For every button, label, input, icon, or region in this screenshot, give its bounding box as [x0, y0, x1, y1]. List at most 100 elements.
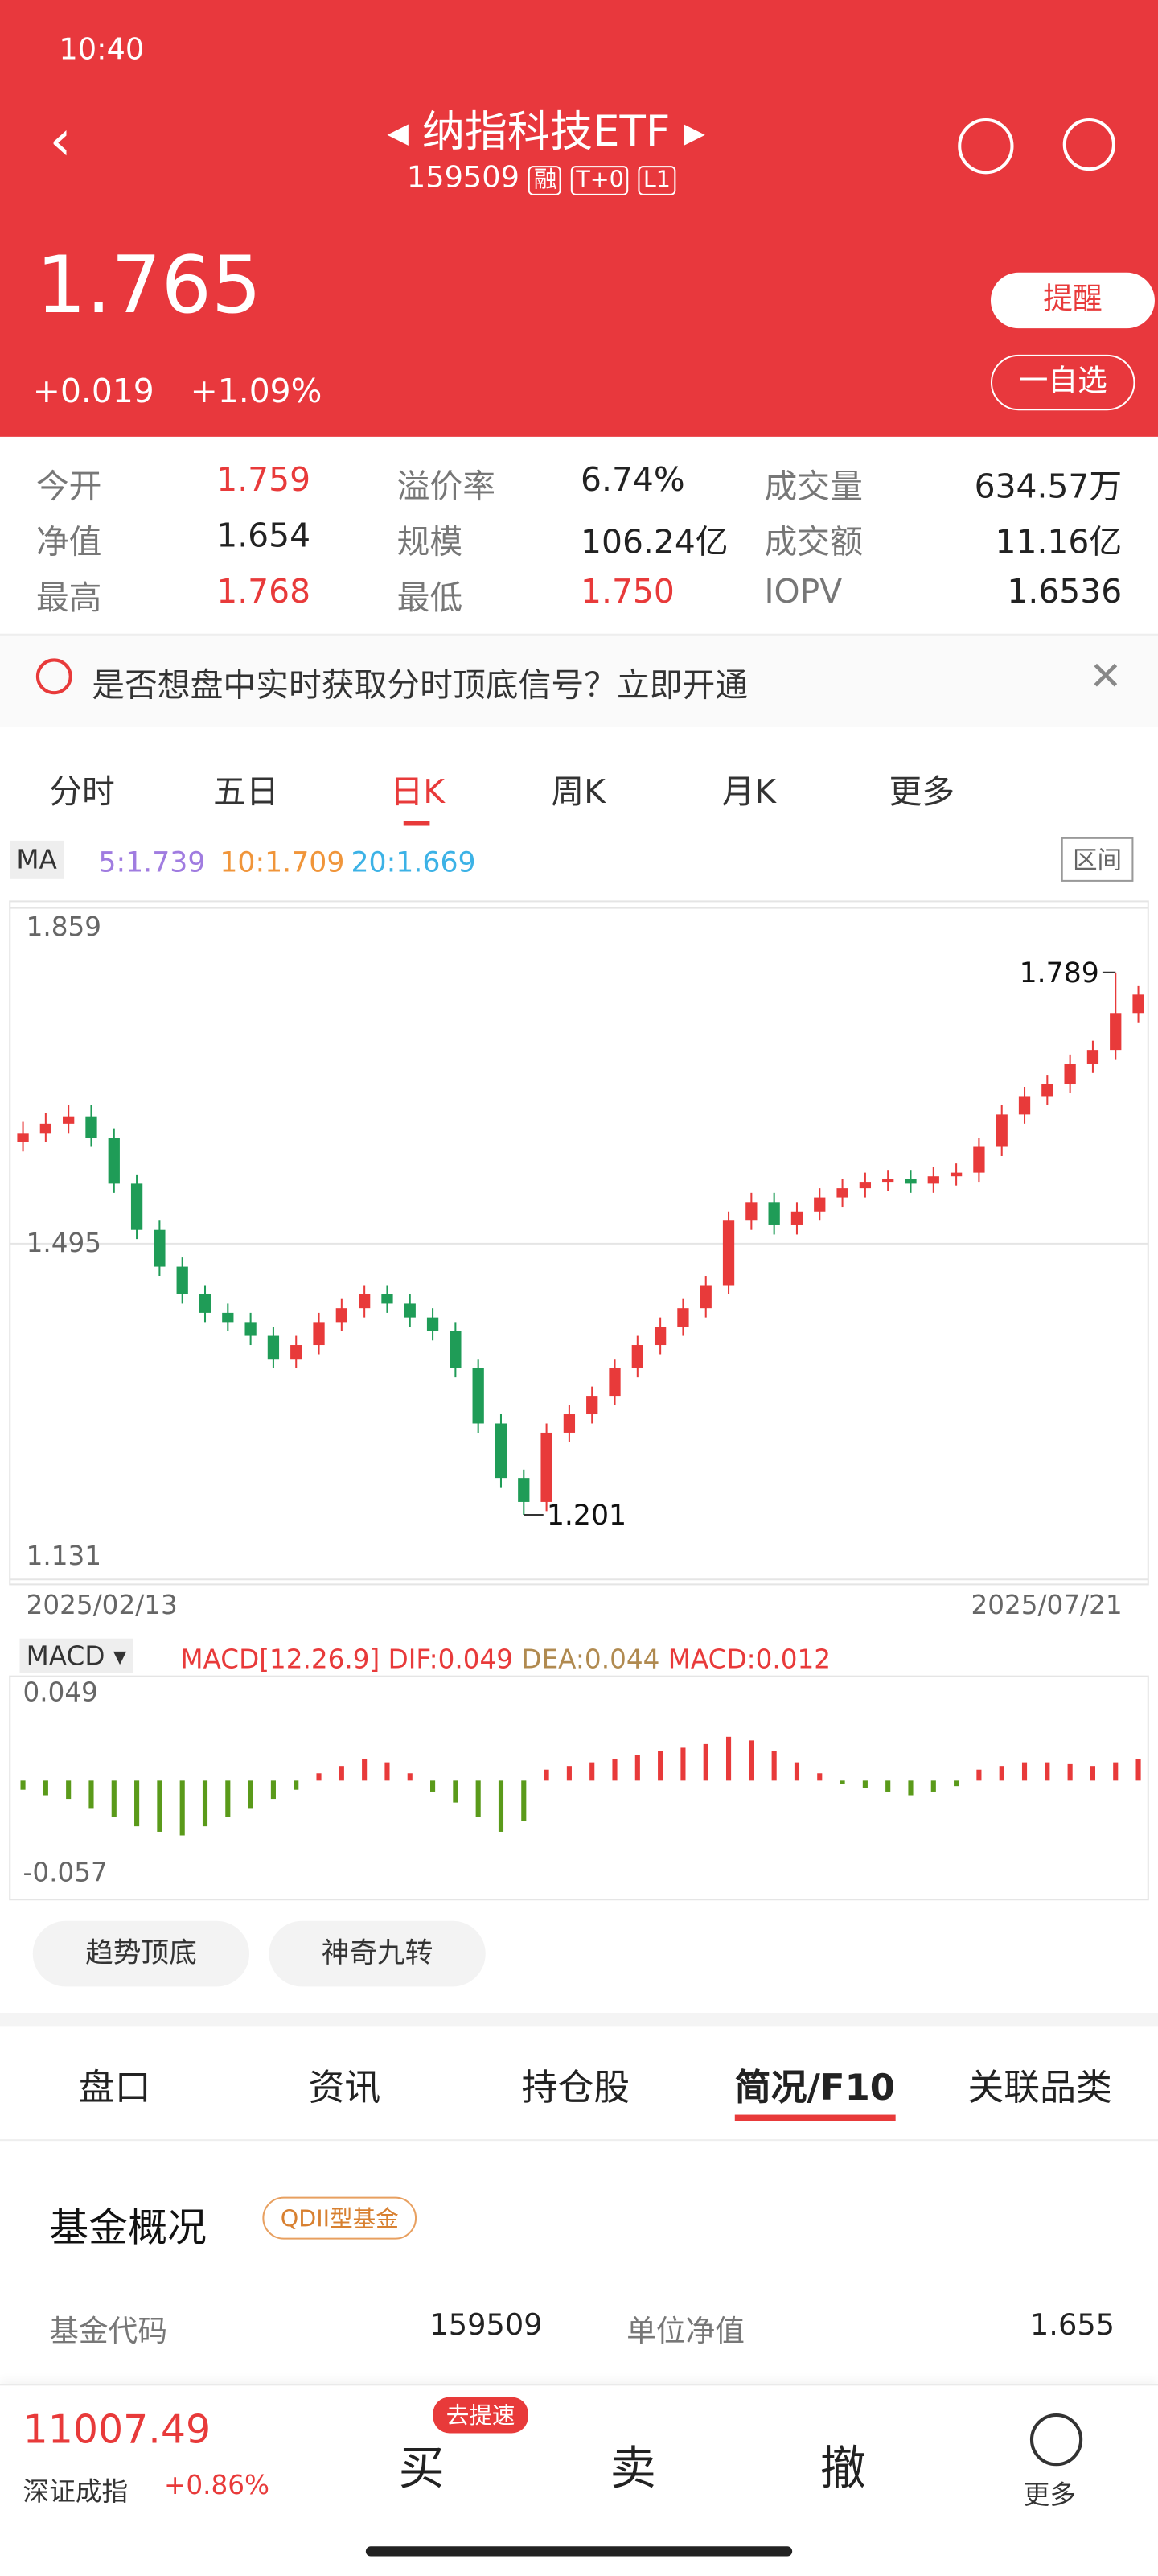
candle-body: [790, 1211, 803, 1225]
macd-bar: [134, 1780, 140, 1827]
macd-bar: [566, 1766, 572, 1781]
tool[interactable]: 趋势顶底: [32, 1920, 250, 1987]
macd-bar: [362, 1759, 368, 1781]
macd-bar: [521, 1780, 527, 1821]
candle-body: [426, 1317, 439, 1331]
macd-bar: [202, 1780, 208, 1827]
tab[interactable]: 周K: [551, 772, 606, 812]
macd-bar: [316, 1773, 322, 1781]
candle-body: [609, 1368, 621, 1397]
candle-body: [882, 1179, 894, 1183]
candle-body: [176, 1266, 188, 1294]
stat-label: 净值: [35, 521, 102, 562]
candle-body: [1132, 994, 1144, 1014]
badge: T+0: [571, 166, 630, 195]
search[interactable]: [1062, 117, 1115, 171]
candle-body: [63, 1116, 75, 1124]
close[interactable]: ✕: [1089, 653, 1123, 700]
candle-body: [130, 1183, 143, 1230]
macd-bar: [817, 1773, 823, 1781]
candle-body: [700, 1285, 712, 1309]
ma5: 5:1.739: [98, 847, 206, 880]
plot-border: [9, 900, 1149, 1586]
divider: [0, 2139, 1158, 2142]
bottom-tab[interactable]: 盘口: [78, 2068, 151, 2110]
title-text: 纳指科技ETF: [421, 108, 671, 158]
sell[interactable]: 卖: [610, 2441, 656, 2496]
candle-body: [905, 1179, 917, 1184]
buy[interactable]: 买: [398, 2441, 445, 2496]
refresh[interactable]: [958, 117, 1014, 175]
stat-value: 1.759: [216, 459, 311, 500]
macd-bar: [498, 1780, 504, 1832]
index-value: 11007.49: [23, 2406, 211, 2453]
bottom-tab[interactable]: 简况/F10: [734, 2059, 896, 2121]
macd-bar: [999, 1766, 1004, 1781]
macd-bar: [111, 1780, 117, 1817]
stat-value: 6.74%: [581, 459, 685, 500]
tab[interactable]: 月K: [721, 772, 777, 812]
macd-bar: [544, 1769, 549, 1781]
tab[interactable]: 五日: [213, 772, 279, 812]
remind-button[interactable]: 提醒: [990, 272, 1155, 329]
bottom-tab[interactable]: 关联品类: [967, 2068, 1112, 2110]
candle-body: [586, 1396, 598, 1415]
stat-value: 11.16亿: [995, 521, 1123, 562]
macd-bar: [88, 1780, 94, 1809]
time: 10:40: [59, 32, 145, 68]
dea: DEA:0.044: [521, 1643, 660, 1675]
range-button[interactable]: 区间: [1061, 837, 1134, 882]
candle-body: [1041, 1084, 1053, 1097]
more[interactable]: 更多: [1023, 2479, 1077, 2511]
candle-body: [973, 1146, 985, 1173]
tool[interactable]: 神奇九转: [269, 1920, 486, 1987]
bottom-tab[interactable]: 持仓股: [521, 2068, 630, 2110]
candle-chart: 1.859 1.495 1.131 1.789 1.201: [9, 900, 1149, 1586]
macd-bar: [407, 1773, 413, 1781]
back[interactable]: ‹: [49, 108, 72, 175]
macd-bar: [1113, 1762, 1119, 1781]
row-label: 单位净值: [626, 2315, 745, 2350]
candle-body: [199, 1294, 211, 1313]
footer: [0, 2384, 1158, 2576]
more-icon[interactable]: [1029, 2413, 1083, 2467]
candle-body: [154, 1229, 166, 1267]
macd-bar: [976, 1769, 982, 1781]
macd-bar: [430, 1780, 436, 1792]
title[interactable]: ◂ 纳指科技ETF ▸: [387, 108, 705, 158]
candle-body: [244, 1322, 257, 1336]
ma-label: MA: [10, 840, 64, 879]
macd-params: MACD[12.26.9] DIF:0.049 DEA:0.044 MACD:0…: [180, 1644, 831, 1675]
stat-value: 106.24亿: [581, 521, 729, 562]
stat-value: 1.654: [216, 515, 311, 555]
candle-body: [17, 1133, 29, 1142]
tab[interactable]: 分时: [49, 772, 115, 812]
speed-badge[interactable]: 去提速: [433, 2397, 528, 2434]
ma20: 20:1.669: [351, 847, 476, 880]
banner-text[interactable]: 是否想盘中实时获取分时顶底信号？立即开通: [92, 665, 749, 705]
macd-label[interactable]: MACD ▾: [19, 1638, 133, 1673]
candle-body: [1086, 1050, 1099, 1064]
macd-bar: [1135, 1759, 1141, 1781]
stat-value: 634.57万: [974, 466, 1123, 506]
tab[interactable]: 更多: [889, 772, 955, 812]
macd-bar: [384, 1762, 390, 1781]
macd-bar: [749, 1740, 754, 1781]
tab[interactable]: 日K: [390, 772, 446, 812]
macd-bar: [1090, 1766, 1095, 1781]
macd-name: MACD: [26, 1640, 105, 1672]
dif: DIF:0.049: [388, 1643, 514, 1675]
home-bar: [365, 2546, 793, 2557]
stat-value: 1.6536: [1007, 571, 1123, 611]
bottom-tab[interactable]: 资讯: [308, 2068, 381, 2110]
watch-button[interactable]: 一自选: [990, 354, 1135, 411]
candle-body: [677, 1308, 689, 1327]
cancel[interactable]: 撤: [819, 2441, 866, 2496]
macd-bar: [270, 1780, 276, 1800]
candle-body: [814, 1197, 826, 1212]
stat-value: 1.768: [216, 571, 311, 611]
x-end: 2025/07/21: [971, 1589, 1123, 1621]
macd-bar: [179, 1780, 185, 1836]
badge: 融: [528, 166, 562, 195]
